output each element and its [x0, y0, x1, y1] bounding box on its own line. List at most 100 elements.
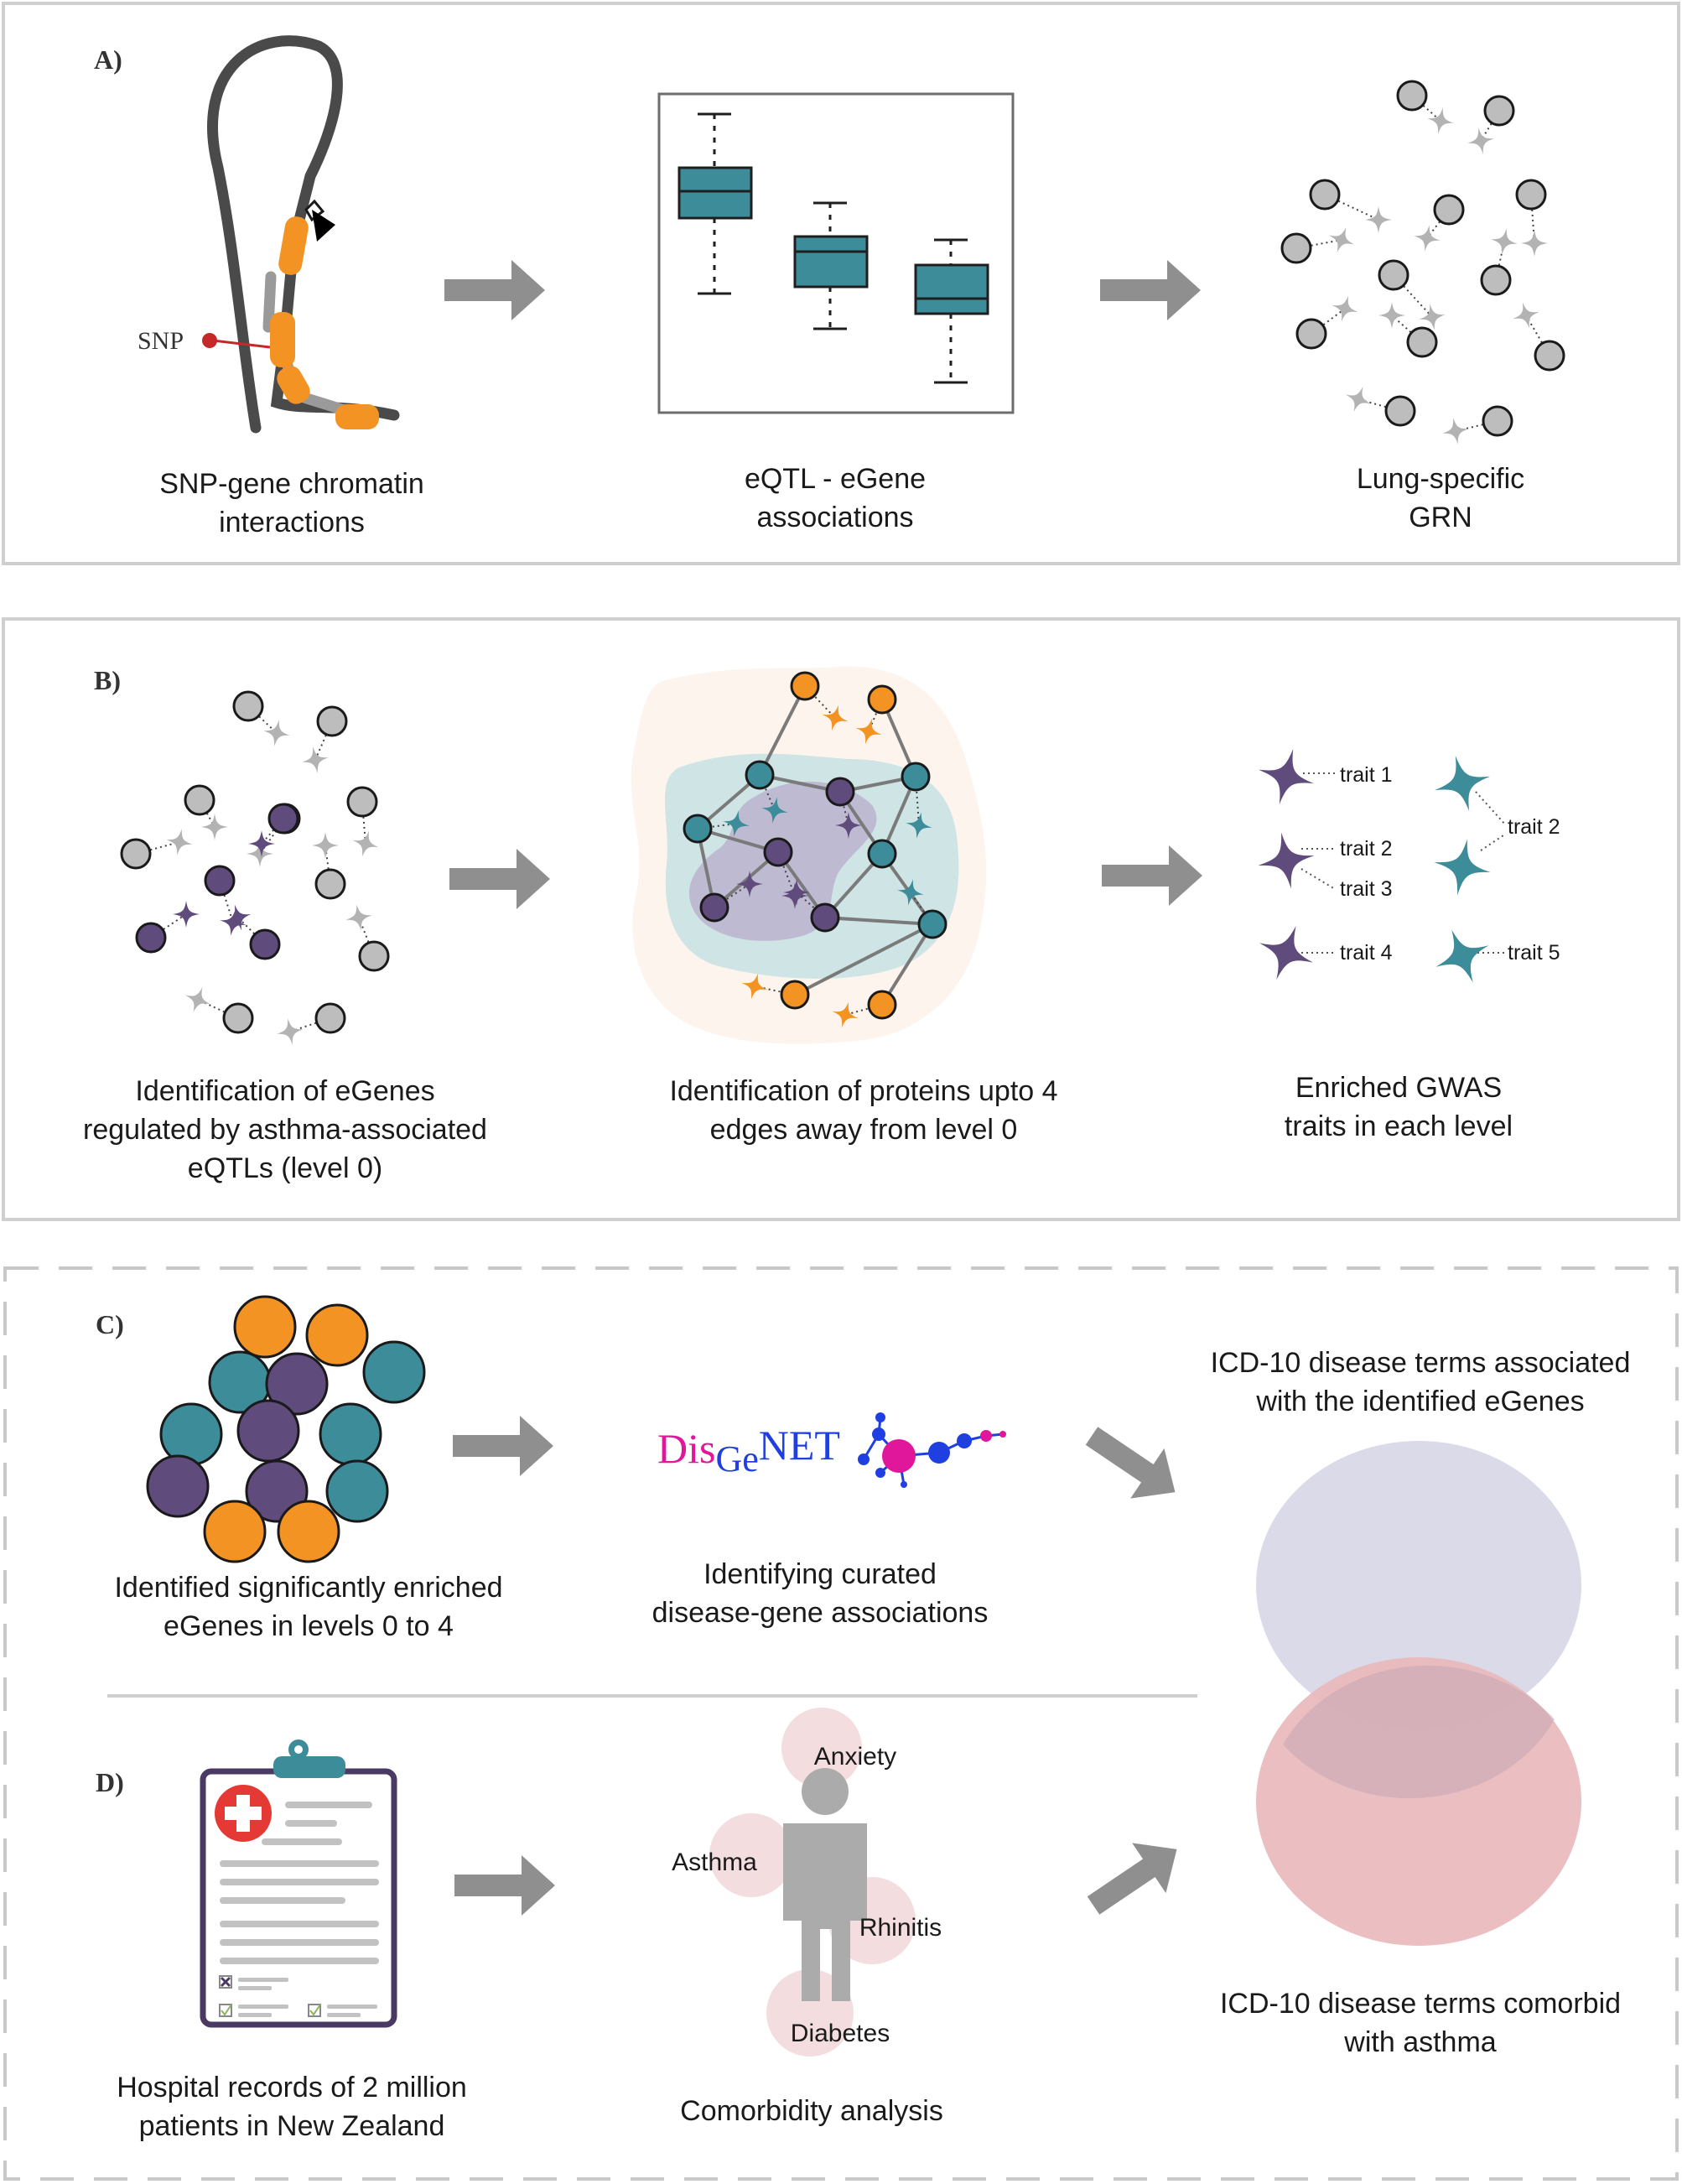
panel-c-letter: C) — [96, 1309, 124, 1339]
regulatory-link — [150, 913, 187, 939]
proteins-caption-line1: Identification of proteins upto 4 — [669, 1075, 1057, 1107]
gene-node — [1480, 264, 1512, 296]
snp-marker — [202, 333, 217, 348]
egene-node — [265, 1352, 329, 1416]
svg-text:DisGeNET: DisGeNET — [657, 1422, 840, 1479]
disgenet-caption-line1: Identifying curated — [703, 1558, 937, 1590]
ppi-edge — [794, 923, 933, 996]
proteins-caption-line2: edges away from level 0 — [710, 1114, 1018, 1146]
egene-node — [305, 1303, 369, 1367]
eqtl-star-icon — [1509, 299, 1543, 332]
gene-node — [120, 838, 152, 870]
gene-node — [867, 839, 897, 869]
ppi-edge — [758, 685, 807, 776]
gene-segment — [270, 312, 295, 367]
gene-node — [825, 777, 855, 807]
gene-node — [1482, 405, 1513, 437]
egenes-caption-line1: Identification of eGenes — [135, 1075, 434, 1107]
regulatory-link — [1311, 308, 1346, 335]
venn-diagram — [1256, 1441, 1581, 1946]
regulatory-link — [915, 776, 920, 826]
gene-segment — [335, 404, 379, 429]
hospital-record-clipboard-icon — [200, 1739, 397, 2028]
eqtl-star-icon — [201, 814, 228, 840]
gene-node — [745, 760, 775, 790]
comorbidity-caption: Comorbidity analysis — [680, 2095, 943, 2127]
flow-arrow — [453, 1416, 553, 1476]
regulatory-link — [1391, 315, 1423, 343]
gene-segment — [277, 366, 310, 404]
snp-label: SNP — [138, 327, 184, 355]
eqtl-star-icon — [1365, 206, 1392, 233]
egene-node — [325, 1459, 389, 1523]
gene-node — [314, 868, 346, 900]
records-caption-line1: Hospital records of 2 million — [117, 2072, 467, 2103]
regulatory-link — [804, 685, 836, 719]
egene-node — [236, 1399, 300, 1463]
gwas-traits: trait 1 trait 2 trait 3 trait 4 trait 2 … — [1249, 741, 1560, 994]
gene-node — [790, 671, 820, 701]
eqtl-star-icon — [274, 1016, 306, 1048]
egene-node — [277, 1500, 340, 1563]
grn-caption-line2: GRN — [1409, 502, 1472, 533]
regulatory-link — [219, 880, 234, 923]
eqtl-star-icon — [164, 826, 195, 858]
egene-cluster — [146, 1295, 426, 1563]
regulatory-link — [358, 917, 375, 957]
gene-node — [867, 990, 897, 1020]
trait-label: trait 1 — [1340, 763, 1393, 787]
gene-node — [1483, 95, 1515, 127]
gene-node — [1406, 326, 1438, 358]
egene-node — [159, 1402, 223, 1466]
trait-label: trait 3 — [1340, 877, 1393, 901]
chromatin-loop-diagram: SNP — [138, 35, 400, 434]
egenes-caption-line3: eQTLs (level 0) — [188, 1152, 382, 1184]
gene-node — [1280, 232, 1312, 264]
gene-node — [232, 690, 264, 722]
panel-a-frame — [2, 2, 1680, 565]
gene-node — [810, 902, 840, 933]
logo-dis: Dis — [657, 1425, 715, 1472]
gene-node — [249, 928, 281, 960]
trait-label: trait 4 — [1340, 941, 1393, 965]
person-icon — [802, 1768, 849, 1815]
flow-arrow — [454, 1855, 555, 1916]
condition-label-anxiety: Anxiety — [814, 1743, 896, 1771]
gene-node — [780, 980, 810, 1010]
eqtl-star-icon — [1411, 222, 1443, 254]
egene-node — [319, 1402, 382, 1466]
gene-node — [267, 803, 299, 835]
eqtl-star-icon — [1521, 230, 1548, 257]
flow-arrow — [1100, 260, 1201, 320]
gene-node — [1378, 259, 1409, 291]
flow-arrow — [1102, 845, 1202, 906]
egene-node — [146, 1454, 210, 1518]
flow-arrow — [444, 260, 545, 320]
eqtl-boxplot — [657, 92, 1015, 414]
flow-arrow-diagonal — [1076, 1824, 1194, 1931]
gene-node — [314, 1002, 346, 1034]
gene-node — [917, 909, 947, 939]
gene-node — [763, 837, 793, 867]
regulatory-link — [314, 720, 333, 761]
trait-label: trait 5 — [1508, 941, 1560, 965]
icd-bottom-caption-line2: with asthma — [1343, 2026, 1496, 2058]
gene-node — [135, 922, 167, 954]
eqtl-star-icon — [299, 744, 331, 776]
gene-node — [683, 814, 713, 844]
regulatory-link — [361, 801, 366, 845]
gene-node — [1384, 395, 1416, 427]
gene-node — [1515, 179, 1547, 211]
eqtl-star-icon — [312, 832, 339, 859]
gene-node — [1433, 194, 1465, 226]
gene-node — [1534, 340, 1565, 372]
gene-segment — [278, 216, 309, 275]
enriched-caption-line1: Identified significantly enriched — [114, 1572, 502, 1604]
regulatory-link — [714, 883, 750, 908]
condition-label-diabetes: Diabetes — [791, 2020, 890, 2047]
panel-d-letter: D) — [96, 1767, 124, 1797]
condition-label-rhinitis: Rhinitis — [859, 1914, 942, 1942]
eqtl-star-icon — [1465, 125, 1497, 157]
chromatin-caption-line1: SNP-gene chromatin — [159, 468, 424, 500]
